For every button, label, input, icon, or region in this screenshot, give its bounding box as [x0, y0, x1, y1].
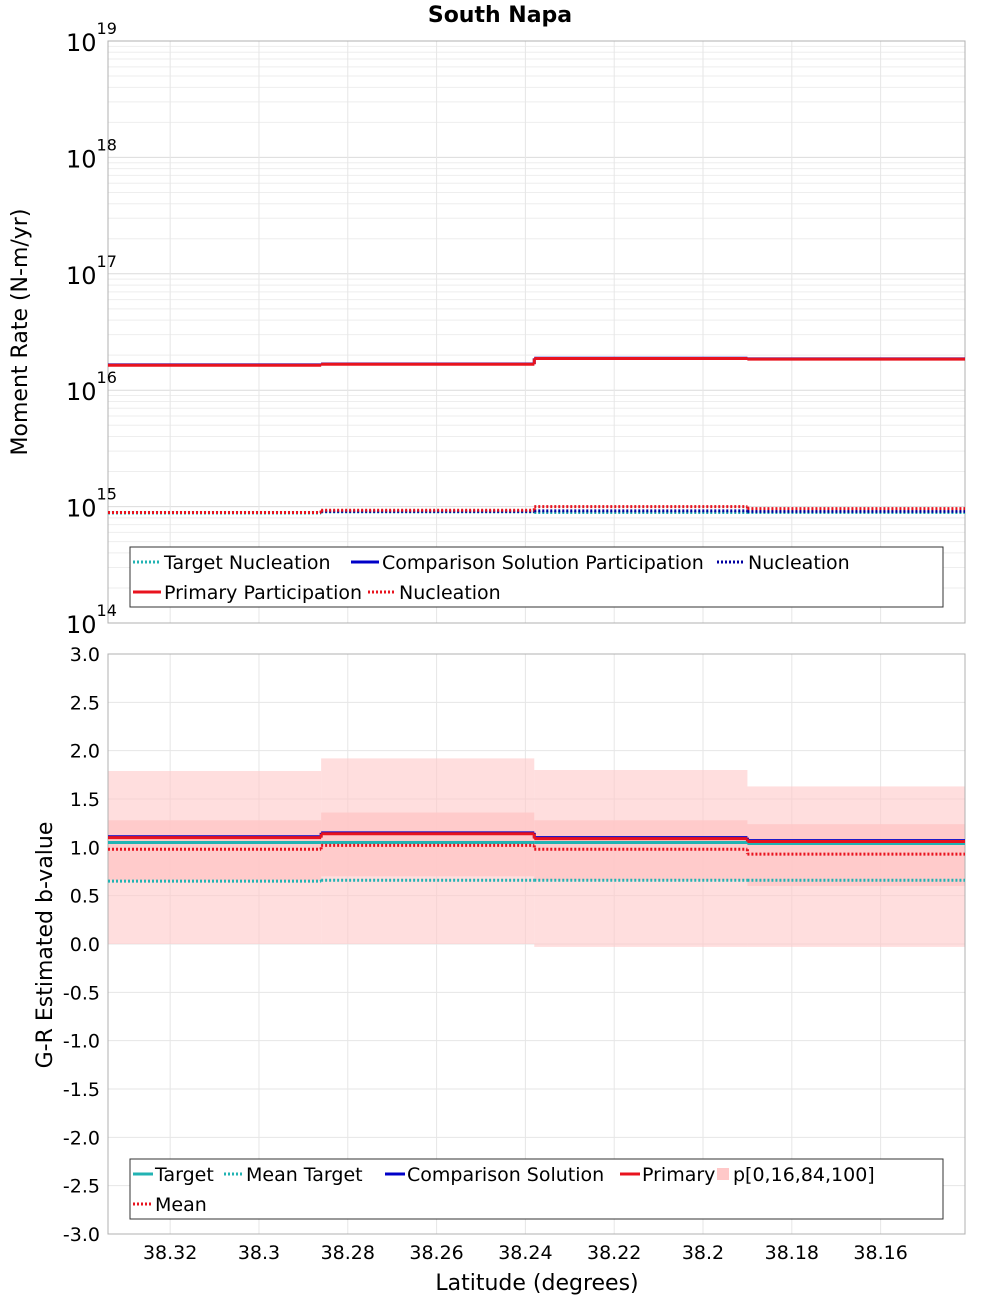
moment-rate-panel: 1014 1015 1016 1017 1018 1019 Target Nucleatio… — [66, 19, 966, 639]
b-value-panel: -3.0 -2.5 -2.0 -1.5 -1.0 -0.5 0.0 0.5 1.0 1.5 2.0 2… — [63, 644, 966, 1264]
x-tick-label: 38.24 — [498, 1242, 552, 1264]
bottom-legend-box — [129, 1158, 944, 1220]
top-plot-frame — [107, 40, 966, 624]
chart-title: South Napa — [428, 3, 572, 28]
bottom-y-tick-label: -0.5 — [63, 982, 100, 1004]
x-tick-label: 38.26 — [409, 1242, 463, 1264]
top-legend-label: Nucleation — [748, 552, 850, 574]
top-y-tick-label: 1019 — [66, 19, 117, 57]
bottom-legend-label: p[0,16,84,100] — [733, 1164, 875, 1186]
top-legend-label: Primary Participation — [164, 582, 362, 604]
x-tick-label: 38.2 — [682, 1242, 724, 1264]
x-tick-label: 38.28 — [321, 1242, 375, 1264]
bottom-y-tick-label: 1.0 — [70, 837, 100, 859]
bottom-y-tick-label: -2.0 — [63, 1127, 100, 1149]
x-tick-label: 38.22 — [587, 1242, 641, 1264]
x-axis-label: Latitude (degrees) — [435, 1271, 638, 1296]
top-legend-label: Comparison Solution Participation — [382, 552, 704, 574]
top-y-tick-label: 1015 — [66, 485, 117, 523]
top-y-tick-label: 1014 — [66, 601, 117, 639]
x-tick-label: 38.18 — [765, 1242, 819, 1264]
top-legend-label: Target Nucleation — [163, 552, 331, 574]
bottom-legend-label: Mean Target — [246, 1164, 363, 1186]
bottom-legend-swatch — [717, 1168, 729, 1180]
top-y-tick-label: 1017 — [66, 252, 117, 290]
bottom-legend-label: Mean — [155, 1194, 207, 1216]
top-legend-label: Nucleation — [399, 582, 501, 604]
x-tick-label: 38.32 — [143, 1242, 197, 1264]
bottom-y-tick-label: -1.5 — [63, 1079, 100, 1101]
bottom-y-tick-label: -3.0 — [63, 1224, 100, 1246]
bottom-y-tick-label: -1.0 — [63, 1031, 100, 1053]
bottom-y-tick-label: 2.5 — [70, 692, 100, 714]
bottom-y-tick-label: -2.5 — [63, 1176, 100, 1198]
bottom-plot-frame — [107, 653, 966, 1235]
top-y-tick-label: 1016 — [66, 368, 117, 406]
x-tick-label: 38.3 — [238, 1242, 280, 1264]
top-legend-box — [129, 546, 944, 608]
bottom-legend-label: Primary — [642, 1164, 715, 1186]
bottom-legend-label: Comparison Solution — [407, 1164, 604, 1186]
bottom-y-tick-label: 1.5 — [70, 789, 100, 811]
bottom-y-tick-label: 0.5 — [70, 886, 100, 908]
top-y-axis-label: Moment Rate (N-m/yr) — [8, 209, 33, 456]
bottom-legend-label: Target — [154, 1164, 214, 1186]
bottom-y-axis-label: G-R Estimated b-value — [33, 822, 58, 1069]
top-y-tick-label: 1018 — [66, 135, 117, 173]
bottom-y-tick-label: 3.0 — [70, 644, 100, 666]
x-tick-label: 38.16 — [853, 1242, 907, 1264]
bottom-y-tick-label: 2.0 — [70, 741, 100, 763]
bottom-y-tick-label: 0.0 — [70, 934, 100, 956]
